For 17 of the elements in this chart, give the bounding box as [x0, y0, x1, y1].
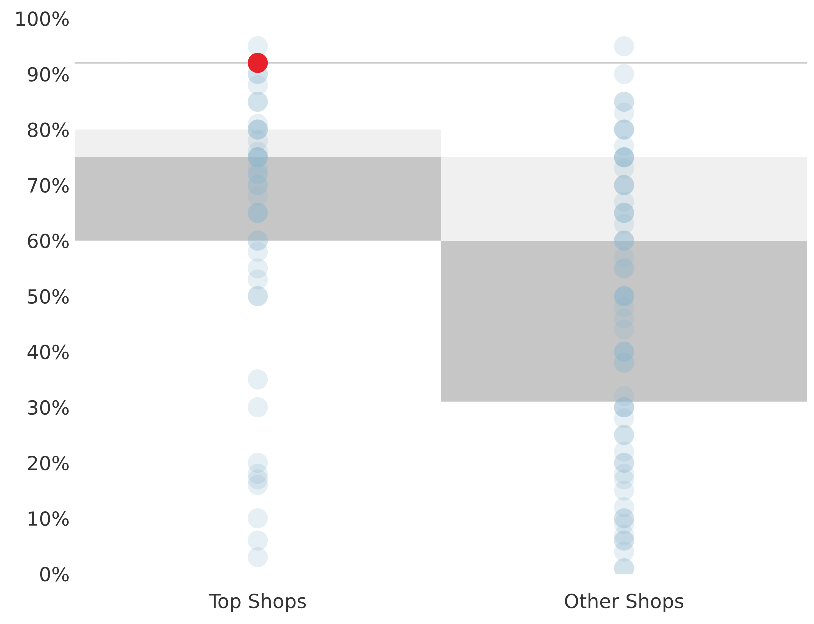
y-tick-label: 40% [28, 344, 69, 360]
y-tick-label: 0% [40, 567, 69, 582]
x-tick-label: Top Shops [208, 594, 306, 612]
y-tick-label: 10% [28, 512, 69, 526]
bar [74, 130, 442, 158]
y-tick-label: 90% [28, 67, 69, 82]
y-tick-label: 30% [28, 400, 69, 416]
y-tick-label: 20% [28, 456, 69, 471]
bar [441, 158, 808, 241]
bar [441, 240, 808, 402]
y-tick-label: 80% [28, 122, 69, 138]
y-tick-label: 50% [28, 289, 69, 304]
y-tick-label: 70% [28, 178, 69, 193]
bar [74, 158, 442, 241]
x-tick-label: Other Shops [565, 594, 684, 612]
y-tick-label: 60% [28, 234, 69, 249]
y-tick-label: 100% [16, 12, 69, 26]
